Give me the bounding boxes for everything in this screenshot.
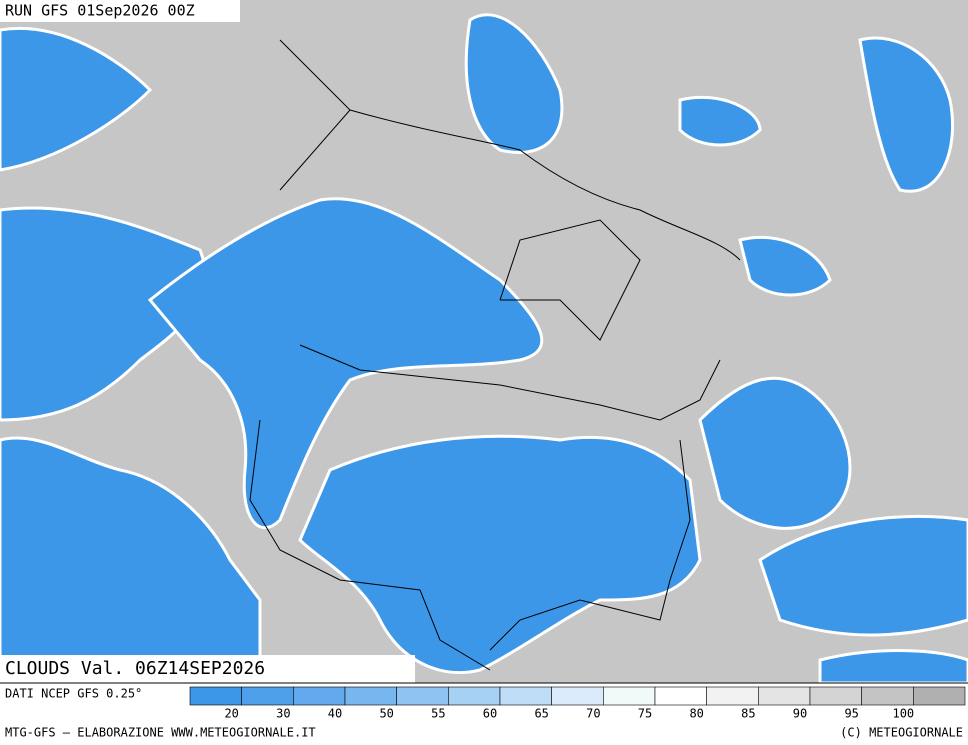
legend-source: DATI NCEP GFS 0.25°	[5, 687, 142, 701]
color-box	[189, 686, 242, 706]
color-box	[809, 686, 862, 706]
footer-left: MTG-GFS – ELABORAZIONE WWW.METEOGIORNALE…	[5, 726, 316, 740]
color-box	[344, 686, 397, 706]
legend-label: 70	[586, 707, 600, 721]
color-box	[396, 686, 449, 706]
run-label: RUN GFS 01Sep2026 00Z	[5, 2, 195, 20]
color-box	[706, 686, 759, 706]
color-box	[861, 686, 914, 706]
color-box	[913, 686, 966, 706]
valid-label: CLOUDS Val. 06Z14SEP2026	[5, 658, 265, 679]
run-box	[0, 0, 240, 22]
color-box	[241, 686, 294, 706]
color-box	[551, 686, 604, 706]
legend-label: 95	[844, 707, 858, 721]
legend-label: 50	[379, 707, 393, 721]
legend-label: 75	[638, 707, 652, 721]
legend-label: 55	[431, 707, 445, 721]
color-box	[603, 686, 656, 706]
legend-label: 90	[793, 707, 807, 721]
legend-label: 60	[483, 707, 497, 721]
legend-label: 100	[892, 707, 914, 721]
legend-label: 30	[276, 707, 290, 721]
legend-label: 85	[741, 707, 755, 721]
color-box	[293, 686, 346, 706]
legend-label: 20	[224, 707, 238, 721]
legend-label: 40	[328, 707, 342, 721]
color-box	[448, 686, 501, 706]
valid-box	[0, 655, 415, 683]
legend-label: 80	[689, 707, 703, 721]
footer-right: (C) METEOGIORNALE	[840, 726, 963, 740]
color-box	[758, 686, 811, 706]
color-box	[654, 686, 707, 706]
colorbar: 20 30 40 50 55 60 65 70 75 80 85 90 95 100	[189, 686, 966, 721]
legend-label: 65	[534, 707, 548, 721]
map	[0, 0, 968, 685]
color-box	[499, 686, 552, 706]
